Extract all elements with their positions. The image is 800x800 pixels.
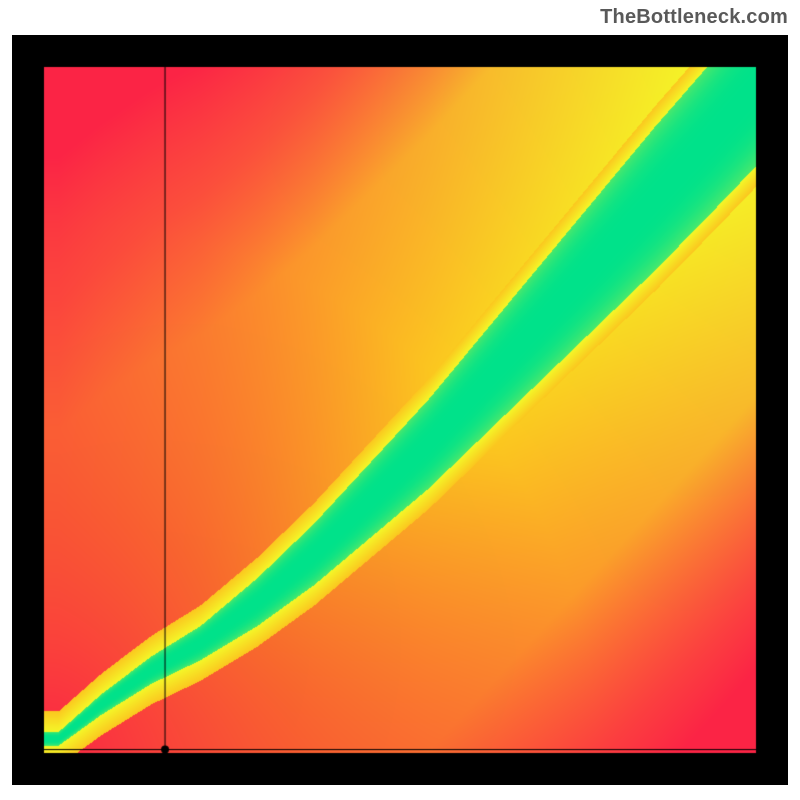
bottleneck-heatmap: [12, 35, 788, 785]
watermark-text: TheBottleneck.com: [600, 6, 788, 29]
heatmap-canvas: [12, 35, 788, 785]
